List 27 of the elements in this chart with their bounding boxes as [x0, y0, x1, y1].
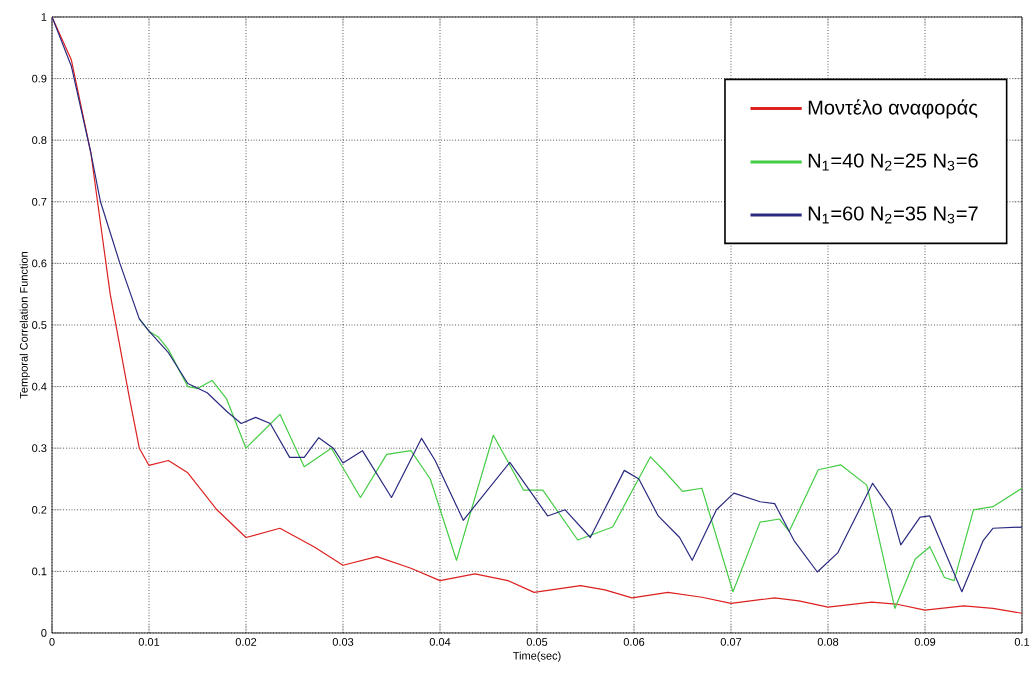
y-tick-label: 0.7 — [32, 197, 47, 206]
x-tick-label: 0.01 — [138, 638, 160, 646]
y-tick-label: 0.9 — [32, 74, 47, 83]
x-tick-label: 0.03 — [332, 638, 354, 646]
y-tick-label: 0.4 — [32, 382, 47, 391]
legend-label: N$_{1}$=60 N$_{2}$=35 N$_{3}$=7 — [808, 206, 978, 224]
x-tick-label: 0 — [49, 638, 55, 646]
y-tick-label: 0 — [41, 629, 47, 637]
legend-label: N$_{1}$=40 N$_{2}$=25 N$_{3}$=6 — [808, 153, 978, 171]
y-tick-label: 0.6 — [32, 259, 47, 268]
x-tick-label: 0.02 — [235, 638, 257, 646]
y-tick-label: 0.1 — [32, 567, 47, 576]
x-tick-label: 0.04 — [429, 638, 451, 646]
x-tick-label: 0.05 — [526, 638, 548, 646]
y-axis-title: Temporal Correlation Function — [19, 252, 30, 399]
y-tick-label: 0.2 — [32, 505, 47, 514]
y-tick-label: 0.8 — [32, 136, 47, 145]
y-tick-label: 1 — [41, 13, 47, 21]
x-tick-label: 0.07 — [720, 638, 742, 646]
y-tick-label: 0.3 — [32, 444, 47, 453]
x-tick-label: 0.1 — [1014, 638, 1030, 646]
x-tick-label: 0.08 — [817, 638, 839, 646]
x-tick-label: 0.06 — [623, 638, 645, 646]
legend-label: Μοντέλο αναφοράς — [808, 99, 978, 119]
x-axis-title: Time(sec) — [513, 651, 561, 662]
x-tick-label: 0.09 — [914, 638, 936, 646]
y-tick-label: 0.5 — [32, 321, 47, 329]
